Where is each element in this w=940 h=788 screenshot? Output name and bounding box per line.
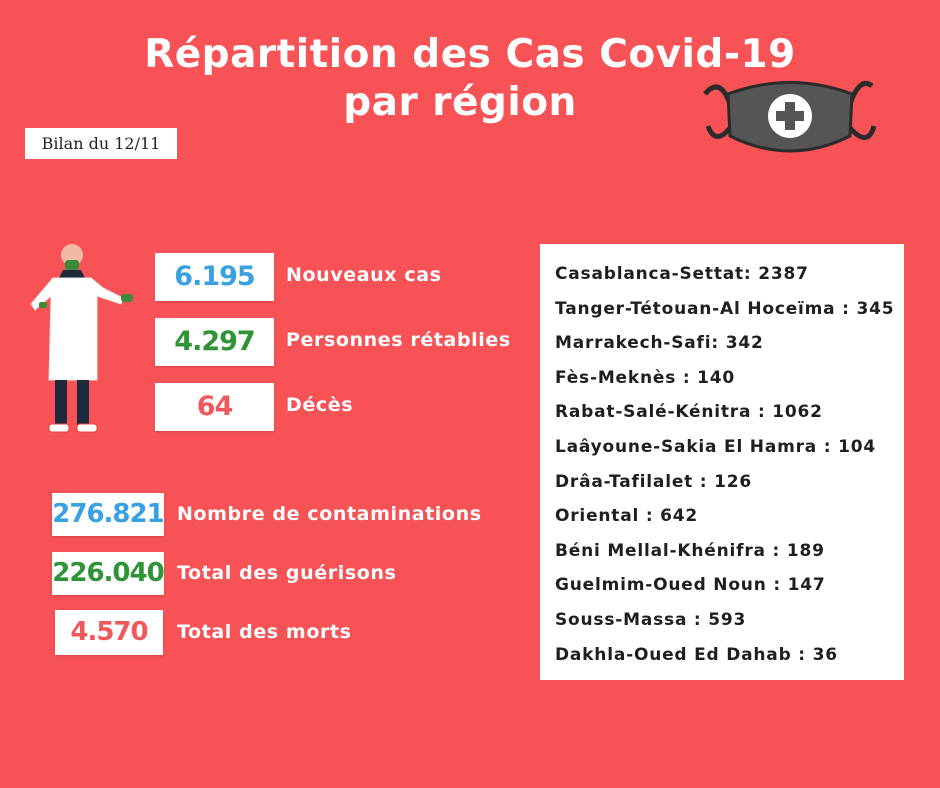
deaths-total-value: 4.570 — [55, 610, 163, 655]
region-item: Laâyoune-Sakia El Hamra : 104 — [555, 436, 876, 457]
region-item: Rabat-Salé-Kénitra : 1062 — [555, 402, 823, 423]
region-item: Casablanca-Settat: 2387 — [555, 264, 809, 284]
title-line-1: Répartition des Cas Covid-19 — [144, 32, 796, 77]
deaths-label: Décès — [286, 394, 354, 416]
region-item: Souss-Massa : 593 — [555, 609, 747, 630]
deaths-value: 64 — [155, 383, 274, 431]
contaminations-value: 276.821 — [52, 493, 165, 536]
title-line-2: par région — [343, 80, 577, 125]
region-item: Oriental : 642 — [555, 506, 699, 527]
region-item: Marrakech-Safi: 342 — [555, 333, 764, 354]
face-mask-icon — [703, 80, 877, 153]
region-item: Tanger-Tétouan-Al Hoceïma : 345 — [555, 298, 895, 319]
region-item: Fès-Meknès : 140 — [555, 367, 736, 388]
recovered-label: Personnes rétablies — [286, 329, 511, 351]
region-item: Guelmim-Oued Noun : 147 — [555, 575, 826, 596]
recoveries-total-label: Total des guérisons — [177, 562, 397, 584]
region-item: Drâa-Tafilalet : 126 — [555, 471, 752, 492]
region-item: Dakhla-Oued Ed Dahab : 36 — [555, 644, 838, 665]
doctor-illustration — [30, 244, 133, 433]
new-cases-value: 6.195 — [155, 253, 274, 301]
recoveries-total-value: 226.040 — [52, 552, 165, 595]
recovered-value: 4.297 — [155, 318, 274, 366]
regions-panel: Casablanca-Settat: 2387 Tanger-Tétouan-A… — [540, 244, 904, 680]
contaminations-label: Nombre de contaminations — [177, 503, 482, 525]
region-item: Béni Mellal-Khénifra : 189 — [555, 540, 825, 561]
bilan-date-badge: Bilan du 12/11 — [25, 128, 177, 159]
deaths-total-label: Total des morts — [177, 621, 352, 643]
new-cases-label: Nouveaux cas — [286, 264, 442, 286]
